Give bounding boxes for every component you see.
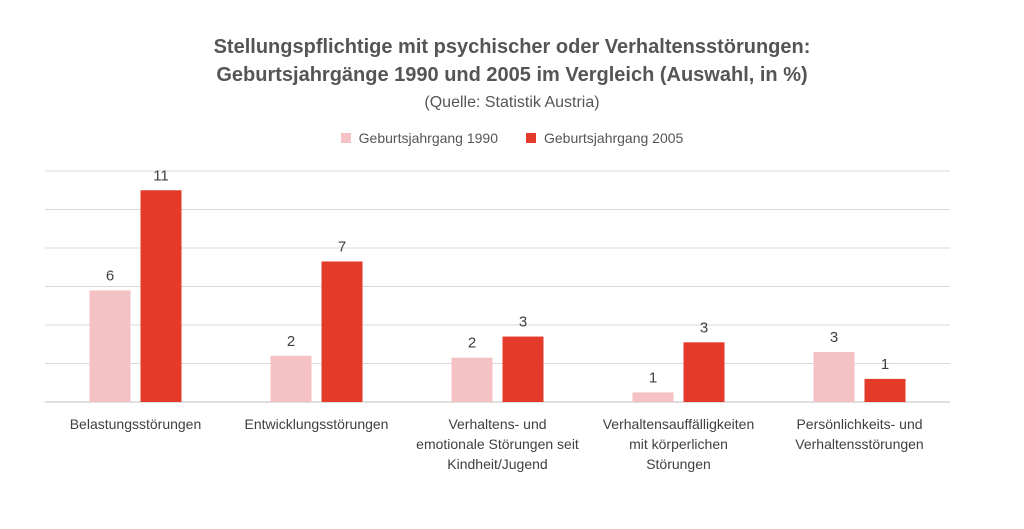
category-label: emotionale Störungen seit <box>416 436 579 452</box>
category-label: Verhaltensstörungen <box>795 436 923 452</box>
data-label: 11 <box>153 167 169 184</box>
data-label: 7 <box>338 238 346 255</box>
legend-item-series-2: Geburtsjahrgang 2005 <box>526 130 683 146</box>
category-label: Entwicklungsstörungen <box>245 416 389 432</box>
data-label: 3 <box>519 314 527 331</box>
bar-series-1 <box>632 392 674 402</box>
bar-series-1 <box>270 355 312 402</box>
category-label: Belastungsstörungen <box>70 416 202 432</box>
data-label: 3 <box>700 319 708 336</box>
data-label: 2 <box>287 333 295 350</box>
chart-title-line-2: Geburtsjahrgänge 1990 und 2005 im Vergle… <box>216 64 808 86</box>
bar-series-1 <box>451 357 493 402</box>
legend: Geburtsjahrgang 1990 Geburtsjahrgang 200… <box>0 130 1024 146</box>
category-label: Verhaltensauffälligkeiten <box>603 416 755 432</box>
legend-label-series-2: Geburtsjahrgang 2005 <box>544 130 684 146</box>
legend-swatch-series-2 <box>526 133 536 143</box>
data-label: 6 <box>106 267 114 284</box>
legend-item-series-1: Geburtsjahrgang 1990 <box>340 130 498 146</box>
bar-series-2 <box>140 190 182 402</box>
legend-label-series-1: Geburtsjahrgang 1990 <box>358 130 498 146</box>
bar-series-2 <box>502 336 544 402</box>
bar-series-2 <box>683 342 725 402</box>
data-label: 2 <box>468 335 476 352</box>
data-label: 3 <box>830 329 838 346</box>
chart-subtitle: (Quelle: Statistik Austria) <box>424 94 600 111</box>
legend-swatch-series-1 <box>340 133 351 143</box>
bar-series-2 <box>321 261 363 402</box>
data-label: 1 <box>649 369 657 386</box>
bar-series-1 <box>813 351 855 402</box>
category-label: Persönlichkeits- und <box>796 416 922 432</box>
chart-title-line-1: Stellungspflichtige mit psychischer oder… <box>213 36 811 58</box>
bar-series-2 <box>864 378 906 402</box>
category-label: mit körperlichen <box>629 436 728 452</box>
category-label: Kindheit/Jugend <box>447 456 547 472</box>
category-label: Störungen <box>646 456 711 472</box>
bar-series-1 <box>89 290 131 402</box>
category-label: Verhaltens- und <box>448 416 546 432</box>
data-label: 1 <box>881 356 889 373</box>
